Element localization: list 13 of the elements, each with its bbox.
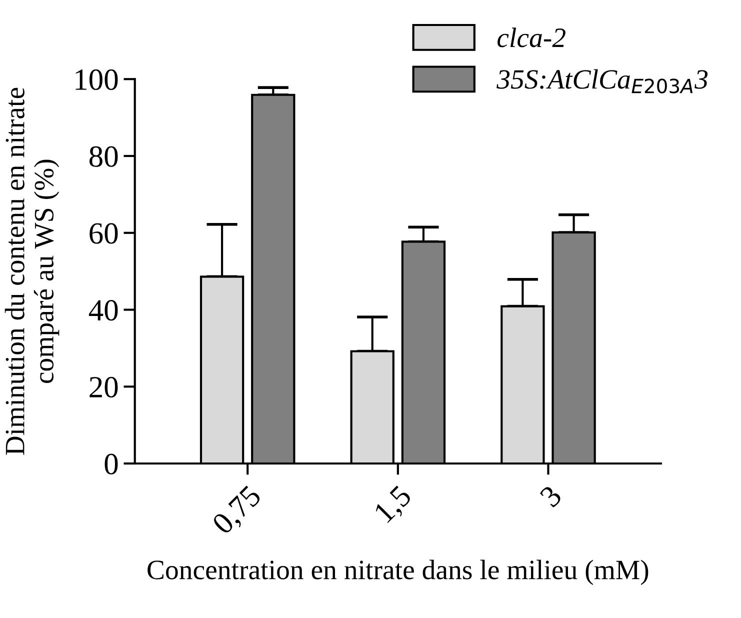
y-tick-label: 0 bbox=[104, 454, 118, 474]
legend-label: 35S:AtClCa$_{E203A}$3 bbox=[496, 69, 708, 94]
y-tick-label: 40 bbox=[88, 300, 118, 321]
x-tick-label: 3 bbox=[539, 484, 563, 508]
y-tick-label: 100 bbox=[76, 69, 118, 90]
x-axis-title: Concentration en nitrate dans le milieu (mM) bbox=[148, 560, 648, 585]
legend-label: clca-2 bbox=[498, 28, 566, 48]
x-tick-label: 0,75 bbox=[211, 484, 266, 538]
y-axis-title: Diminution du contenu en nitrate comparé au WS (%) bbox=[4, 88, 60, 455]
y-tick-label: 20 bbox=[90, 376, 118, 398]
x-tick-label: 1,5 bbox=[374, 484, 416, 526]
y-tick-label: 60 bbox=[90, 223, 118, 244]
y-tick-label: 80 bbox=[90, 146, 118, 167]
